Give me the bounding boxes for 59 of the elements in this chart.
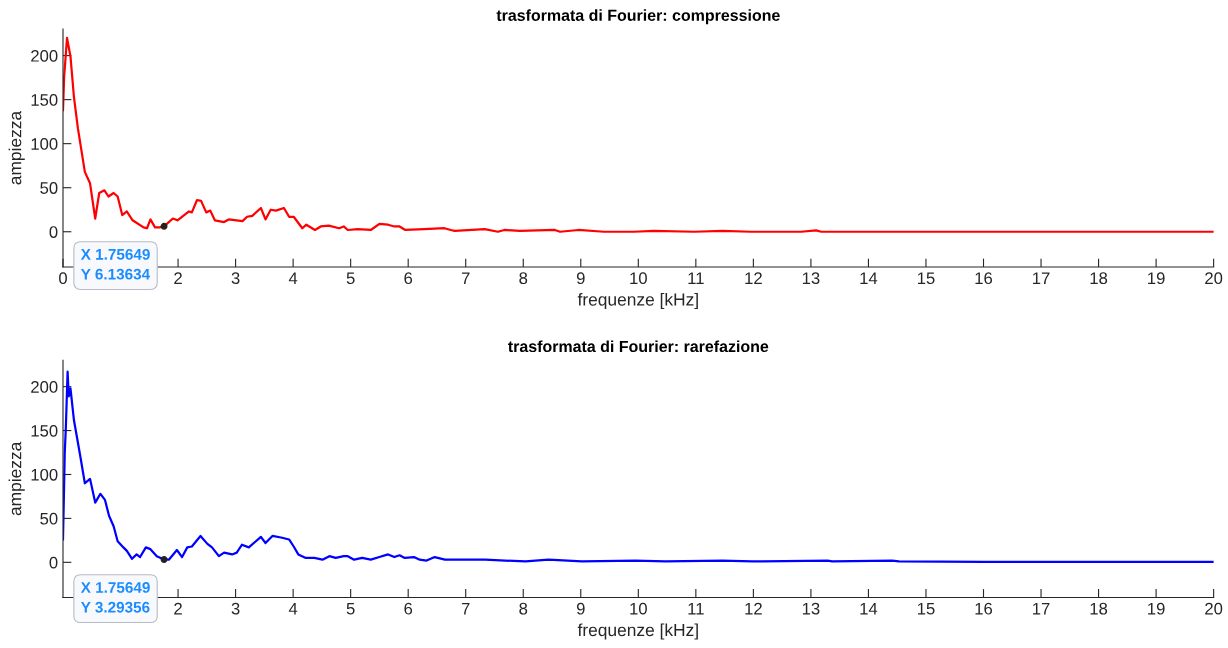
x-tick-label: 3 bbox=[231, 602, 240, 615]
x-tick-label: 17 bbox=[1033, 272, 1050, 284]
x-tick-label: 5 bbox=[346, 272, 355, 285]
y-tick-label: 0 bbox=[49, 556, 58, 569]
x-tick-label: 7 bbox=[461, 602, 470, 615]
x-tick-label: 8 bbox=[519, 602, 528, 615]
x-axis-title: frequenze [kHz] bbox=[577, 623, 698, 640]
x-tick-label: 9 bbox=[576, 272, 585, 285]
y-tick-label: 200 bbox=[31, 381, 58, 393]
line-series bbox=[63, 36, 1214, 233]
x-axis-title: frequenze [kHz] bbox=[577, 292, 698, 310]
x-tick-label: 10 bbox=[630, 602, 647, 615]
y-tick-label: 100 bbox=[31, 138, 58, 150]
x-tick-label: 16 bbox=[975, 272, 993, 285]
y-tick-label: 150 bbox=[31, 94, 58, 106]
x-tick-label: 16 bbox=[975, 602, 993, 615]
annotation: X 1.75649 Y 6.13634 bbox=[80, 248, 151, 280]
x-tick-label: 2 bbox=[174, 272, 182, 284]
x-tick-label: 4 bbox=[288, 602, 298, 615]
x-tick-label: 14 bbox=[860, 602, 878, 615]
y-tick-label: 0 bbox=[49, 226, 58, 238]
x-tick-label: 20 bbox=[1205, 272, 1223, 285]
x-tick-label: 10 bbox=[630, 272, 647, 285]
x-tick-label: 12 bbox=[745, 602, 762, 615]
x-tick-label: 13 bbox=[802, 272, 820, 285]
y-tick-label: 200 bbox=[31, 49, 58, 62]
x-tick-label: 3 bbox=[231, 272, 240, 285]
annotation: X 1.75649 Y 3.29356 bbox=[80, 582, 150, 613]
x-tick-label: 15 bbox=[917, 602, 935, 615]
x-tick-label: 9 bbox=[576, 602, 585, 615]
x-tick-label: 5 bbox=[346, 602, 355, 615]
y-tick-label: 50 bbox=[40, 182, 58, 194]
x-tick-label: 17 bbox=[1033, 602, 1050, 615]
y-axis-title: ampiezza bbox=[8, 110, 25, 185]
x-tick-label: 19 bbox=[1148, 602, 1165, 615]
x-tick-label: 14 bbox=[860, 272, 878, 284]
x-tick-label: 6 bbox=[404, 602, 413, 615]
x-tick-label: 2 bbox=[174, 602, 182, 615]
x-tick-label: 11 bbox=[688, 272, 704, 284]
y-tick-label: 50 bbox=[40, 512, 58, 525]
x-tick-label: 0 bbox=[59, 272, 67, 285]
y-tick-label: 100 bbox=[31, 468, 58, 481]
line-series bbox=[63, 370, 1214, 563]
x-tick-label: 7 bbox=[461, 272, 470, 284]
x-tick-label: 6 bbox=[404, 272, 413, 285]
x-tick-label: 20 bbox=[1205, 602, 1223, 615]
x-tick-label: 11 bbox=[688, 602, 704, 615]
chart-title: trasformata di Fourier: rarefazione bbox=[508, 340, 769, 353]
x-tick-label: 8 bbox=[519, 272, 528, 285]
x-tick-label: 18 bbox=[1090, 602, 1108, 615]
x-tick-label: 19 bbox=[1148, 272, 1165, 285]
chart-title: trasformata di Fourier: compressione bbox=[496, 9, 780, 25]
x-tick-label: 18 bbox=[1090, 272, 1108, 285]
y-tick-label: 150 bbox=[31, 424, 58, 437]
x-tick-label: 13 bbox=[802, 602, 820, 615]
y-axis-title: ampiezza bbox=[8, 441, 25, 516]
x-tick-label: 4 bbox=[288, 272, 298, 284]
x-tick-label: 12 bbox=[745, 272, 762, 284]
x-tick-label: 15 bbox=[917, 272, 935, 285]
